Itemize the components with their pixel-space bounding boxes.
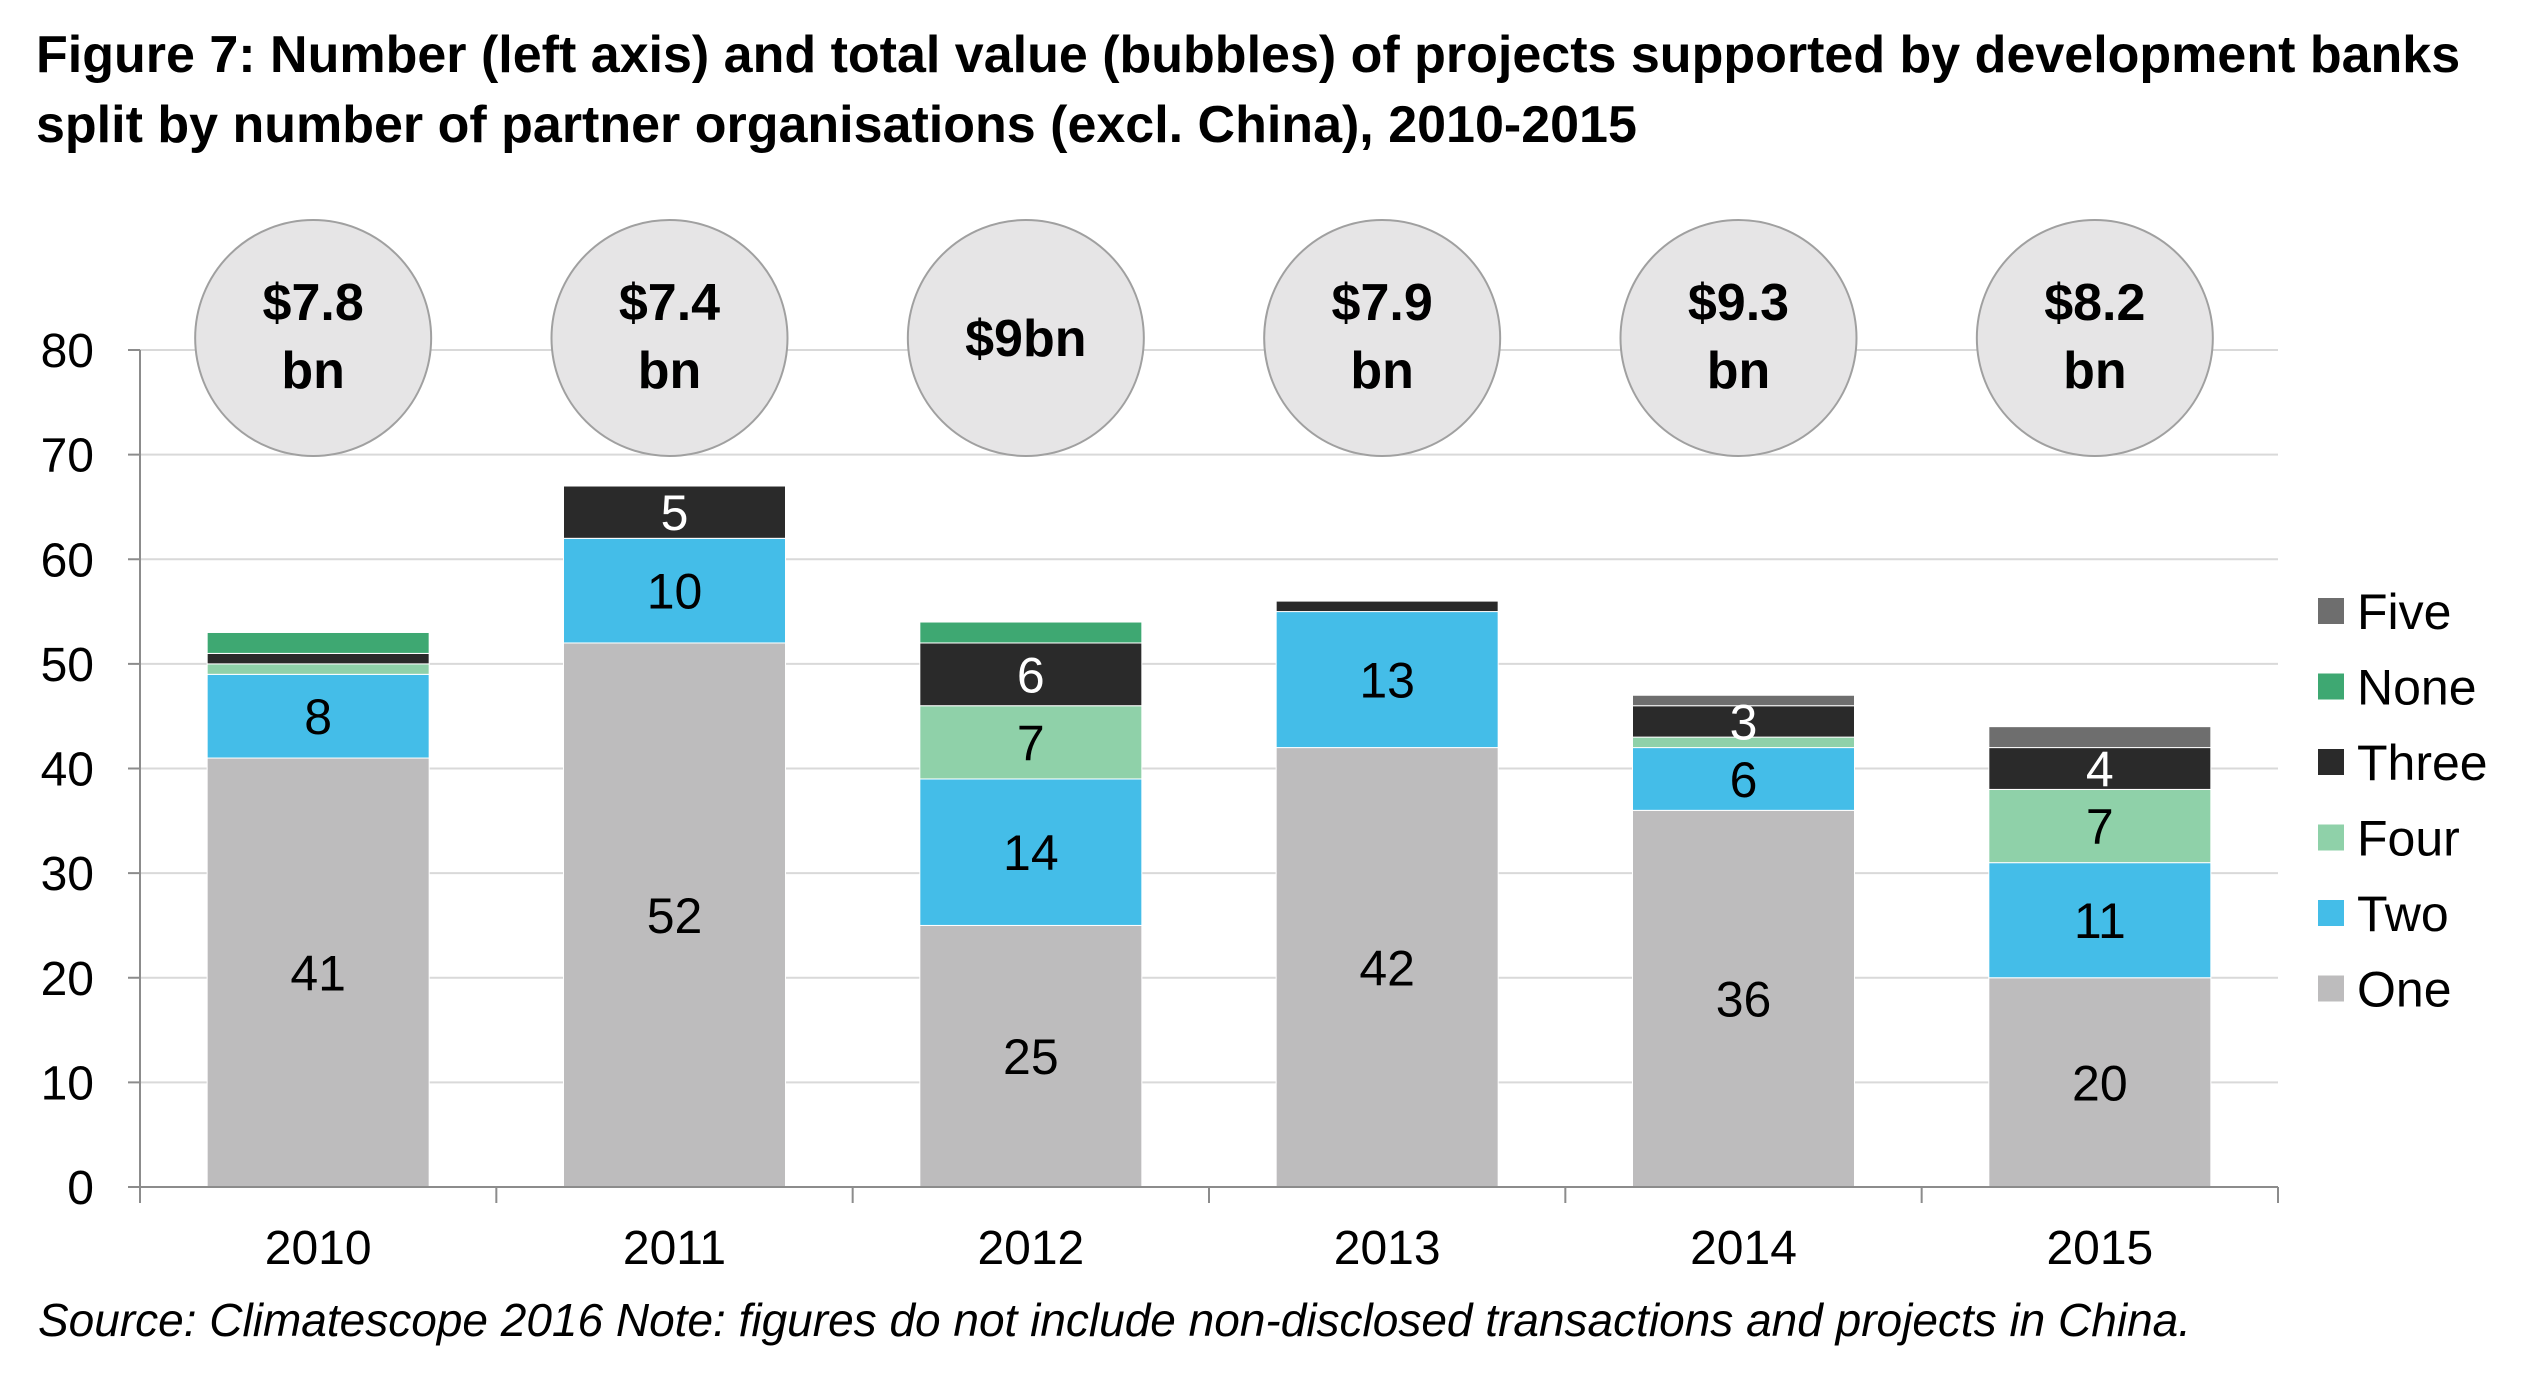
- legend-label: Three: [2357, 735, 2488, 791]
- legend-swatch-one: [2318, 975, 2344, 1002]
- y-tick-label: 20: [41, 953, 94, 1006]
- chart-title: Figure 7: Number (left axis) and total v…: [36, 26, 2461, 154]
- data-label: 52: [647, 888, 703, 944]
- bar-segment-three: [563, 485, 786, 539]
- value-bubble: [1975, 219, 2214, 457]
- data-label: 14: [1003, 825, 1059, 881]
- bar-segment-three: [1988, 747, 2212, 790]
- legend-label: One: [2357, 962, 2452, 1018]
- bubble-value: $9bn: [965, 310, 1086, 368]
- gridlines: [140, 349, 2278, 1084]
- legend-swatch-five: [2318, 598, 2344, 624]
- data-label: 20: [2072, 1055, 2128, 1111]
- bubble-value: $7.9: [1332, 274, 1433, 332]
- bar-segment-one: [919, 924, 1143, 1188]
- bar-segment-none: [919, 621, 1143, 644]
- bar-segment-four: [206, 663, 430, 675]
- x-tick-label: 2013: [1334, 1222, 1441, 1275]
- data-label: 25: [1003, 1029, 1059, 1085]
- bars: [206, 485, 2212, 1188]
- data-label: 5: [661, 485, 689, 541]
- data-label: 4: [2086, 742, 2114, 798]
- value-bubble: [194, 219, 433, 457]
- y-tick-label: 60: [41, 534, 94, 587]
- bubble-unit: bn: [638, 342, 702, 400]
- data-label: 7: [2086, 799, 2114, 855]
- data-label: 7: [1017, 715, 1045, 771]
- y-tick-label: 10: [41, 1057, 94, 1110]
- data-label: 13: [1359, 653, 1415, 709]
- bar-segment-two: [1275, 611, 1499, 749]
- legend-swatch-four: [2318, 824, 2344, 851]
- x-tick-label: 2015: [2046, 1222, 2153, 1275]
- bar-segment-five: [1988, 726, 2212, 749]
- bar-segment-three: [206, 652, 430, 665]
- y-tick-label: 0: [67, 1162, 94, 1215]
- bubble-unit: bn: [2063, 342, 2127, 400]
- data-label: 10: [647, 564, 703, 620]
- legend-label: None: [2357, 660, 2477, 716]
- x-tick-label: 2011: [623, 1222, 726, 1275]
- legend-swatch-none: [2318, 673, 2344, 700]
- bubble-value: $8.2: [2044, 274, 2145, 332]
- legend: Five None Three Four Two One: [2318, 584, 2488, 1018]
- y-tick-label: 30: [41, 848, 94, 901]
- legend-label: Four: [2357, 811, 2460, 867]
- data-label: 3: [1730, 694, 1758, 750]
- bubble-unit: bn: [281, 342, 345, 400]
- y-tick-label: 50: [41, 639, 94, 692]
- data-label: 8: [304, 689, 332, 745]
- bar-segment-three: [1275, 600, 1499, 613]
- bar-segment-two: [1632, 747, 1855, 811]
- legend-swatch-two: [2318, 900, 2344, 926]
- data-label: 6: [1017, 647, 1045, 703]
- legend-label: Two: [2357, 886, 2449, 942]
- y-tick-label: 70: [41, 430, 94, 483]
- bar-segment-one: [1988, 977, 2212, 1188]
- legend-label: Five: [2357, 584, 2451, 640]
- bar-segment-four: [1988, 788, 2212, 864]
- bar-segment-one: [563, 642, 786, 1188]
- bar-segment-one: [1632, 809, 1855, 1188]
- value-bubbles: $7.8 bn $7.4 bn $9bn $7.9 bn $9.3 bn $8.2 bn: [194, 219, 2214, 457]
- bar-segment-three: [919, 642, 1143, 707]
- bubble-value: $7.4: [619, 274, 720, 332]
- bar-segment-five: [1632, 694, 1855, 707]
- bar-segment-four: [919, 705, 1143, 780]
- bar-segment-one: [206, 757, 430, 1188]
- bar-segment-two: [206, 673, 430, 759]
- bar-segment-one: [1275, 747, 1499, 1188]
- bar-segment-none: [206, 631, 430, 654]
- data-label: 41: [290, 946, 346, 1002]
- y-tick-label: 40: [41, 744, 94, 797]
- data-label: 42: [1359, 940, 1415, 996]
- value-bubble: [1263, 219, 1502, 457]
- data-label: 36: [1716, 972, 1772, 1028]
- bar-segment-two: [919, 778, 1143, 926]
- data-label: 6: [1730, 752, 1758, 808]
- bar-segment-two: [1988, 862, 2212, 979]
- bubble-value: $9.3: [1688, 274, 1789, 332]
- x-tick-label: 2014: [1690, 1222, 1797, 1275]
- bar-segment-two: [563, 537, 786, 644]
- legend-swatch-three: [2318, 749, 2344, 775]
- bubble-unit: bn: [1707, 342, 1771, 400]
- x-tick-label: 2012: [977, 1222, 1084, 1275]
- source-note: Source: Climatescope 2016 Note: figures …: [38, 1294, 2192, 1346]
- y-tick-label: 80: [41, 325, 94, 378]
- bar-segment-three: [1632, 705, 1855, 738]
- bubble-value: $7.8: [263, 274, 364, 332]
- value-bubble: [1619, 219, 1858, 457]
- bubble-unit: bn: [1350, 342, 1414, 400]
- value-bubble: [906, 219, 1145, 457]
- x-tick-label: 2010: [265, 1222, 372, 1275]
- data-label: 11: [2074, 893, 2126, 949]
- value-bubble: [550, 219, 789, 457]
